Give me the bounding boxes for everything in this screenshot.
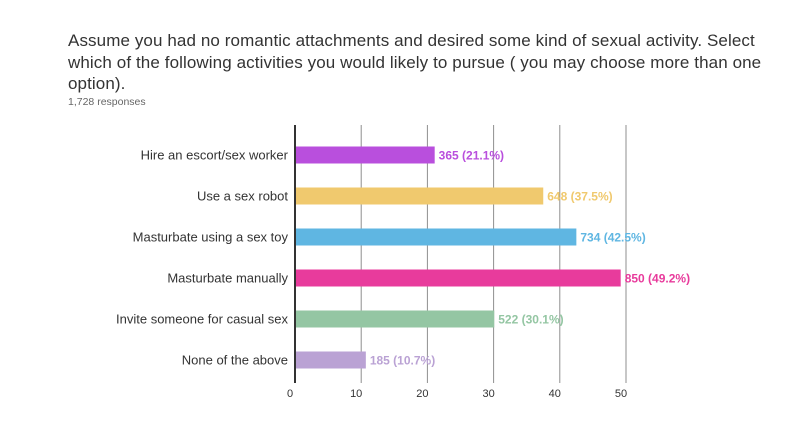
category-label-5: None of the above — [182, 353, 288, 368]
bar-5 — [295, 351, 366, 369]
x-tick-label-10: 10 — [350, 388, 362, 400]
data-label-3: 850 (49.2%) — [625, 272, 690, 286]
bar-2 — [295, 228, 577, 246]
bar-3 — [295, 269, 621, 287]
data-label-5: 185 (10.7%) — [370, 354, 435, 368]
category-label-3: Masturbate manually — [167, 271, 288, 286]
bar-4 — [295, 310, 495, 328]
category-label-1: Use a sex robot — [197, 189, 288, 204]
x-tick-label-30: 30 — [482, 388, 494, 400]
category-label-4: Invite someone for casual sex — [116, 312, 288, 327]
bar-0 — [295, 146, 435, 164]
x-tick-label-0: 0 — [287, 388, 293, 400]
data-label-4: 522 (30.1%) — [498, 313, 563, 327]
data-label-2: 734 (42.5%) — [580, 231, 645, 245]
data-label-0: 365 (21.1%) — [439, 149, 504, 163]
data-label-1: 648 (37.5%) — [547, 190, 612, 204]
bar-1 — [295, 187, 544, 205]
question-title: Assume you had no romantic attachments a… — [68, 31, 762, 93]
x-tick-label-40: 40 — [549, 388, 561, 400]
response-count: 1,728 responses — [68, 96, 146, 108]
category-label-2: Masturbate using a sex toy — [133, 230, 289, 245]
category-label-0: Hire an escort/sex worker — [141, 148, 289, 163]
x-tick-label-20: 20 — [416, 388, 428, 400]
x-tick-label-50: 50 — [615, 388, 627, 400]
